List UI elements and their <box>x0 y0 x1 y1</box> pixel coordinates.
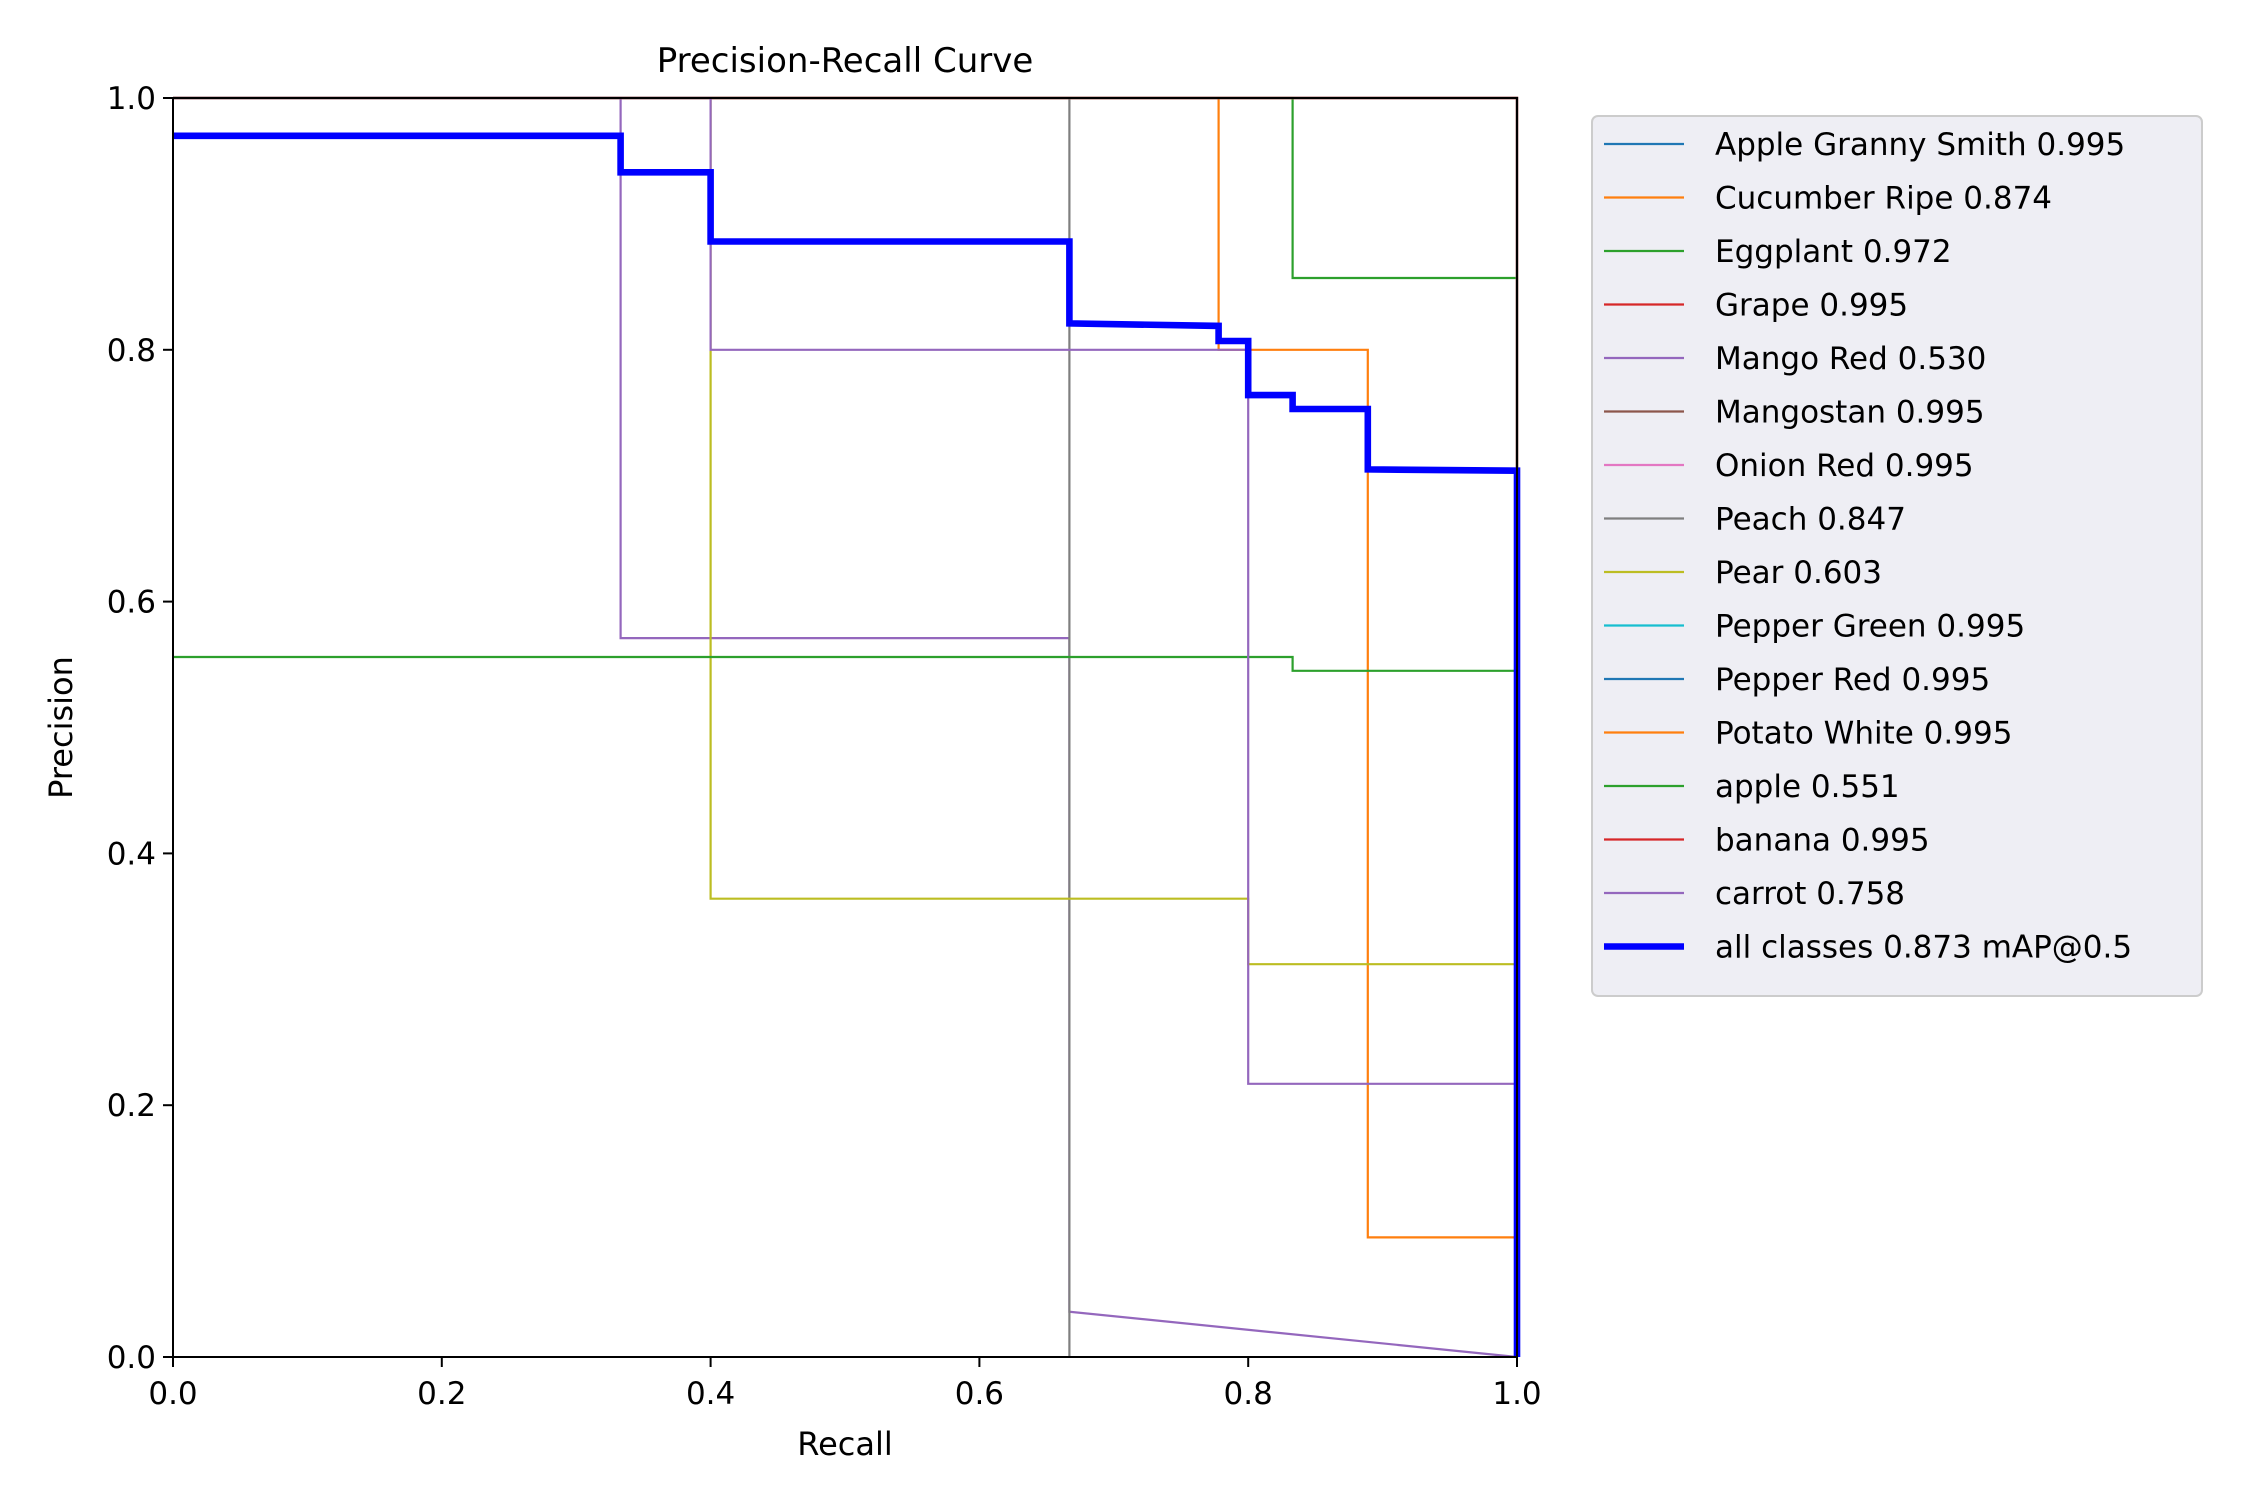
y-tick-label: 1.0 <box>107 81 156 117</box>
legend-label-0: Apple Granny Smith 0.995 <box>1715 127 2125 163</box>
x-tick-label: 0.2 <box>417 1376 466 1412</box>
series-line-15 <box>173 132 1521 1357</box>
legend-label-2: Eggplant 0.972 <box>1715 234 1952 270</box>
legend-label-5: Mangostan 0.995 <box>1715 395 1985 431</box>
legend-box <box>1591 115 2203 997</box>
legend-label-6: Onion Red 0.995 <box>1715 448 1974 484</box>
x-tick-label: 1.0 <box>1492 1376 1541 1412</box>
x-tick-label: 0.8 <box>1224 1376 1273 1412</box>
x-tick-label: 0.0 <box>148 1376 197 1412</box>
y-tick-label: 0.8 <box>107 333 156 369</box>
x-axis-label: Recall <box>797 1425 892 1463</box>
legend: Apple Granny Smith 0.995 Cucumber Ripe 0.… <box>1591 115 2203 997</box>
y-tick-label: 0.6 <box>107 585 156 621</box>
x-tick-label: 0.6 <box>955 1376 1004 1412</box>
axes: 0.0 0.2 0.4 0.6 0.8 1.0 0.0 0.2 0.4 0.6 0.8 1.0 <box>107 81 1542 1412</box>
legend-label-7: Peach 0.847 <box>1715 502 1906 538</box>
y-axis-label: Precision <box>42 656 80 799</box>
y-tick-label: 0.2 <box>107 1088 156 1124</box>
legend-label-8: Pear 0.603 <box>1715 555 1882 591</box>
chart-title: Precision-Recall Curve <box>657 41 1034 81</box>
legend-label-10: Pepper Red 0.995 <box>1715 662 1990 698</box>
legend-label-11: Potato White 0.995 <box>1715 716 2012 752</box>
y-tick-label: 0.4 <box>107 836 156 872</box>
legend-label-4: Mango Red 0.530 <box>1715 341 1986 377</box>
legend-label-9: Pepper Green 0.995 <box>1715 609 2025 645</box>
x-tick-label: 0.4 <box>686 1376 735 1412</box>
axes-frame <box>172 97 1518 1358</box>
legend-label-13: banana 0.995 <box>1715 823 1930 859</box>
legend-label-15: all classes 0.873 mAP@0.5 <box>1715 930 2132 966</box>
legend-label-1: Cucumber Ripe 0.874 <box>1715 181 2052 217</box>
legend-label-14: carrot 0.758 <box>1715 876 1905 912</box>
legend-label-3: Grape 0.995 <box>1715 288 1908 324</box>
legend-label-12: apple 0.551 <box>1715 769 1900 805</box>
y-tick-label: 0.0 <box>107 1340 156 1376</box>
